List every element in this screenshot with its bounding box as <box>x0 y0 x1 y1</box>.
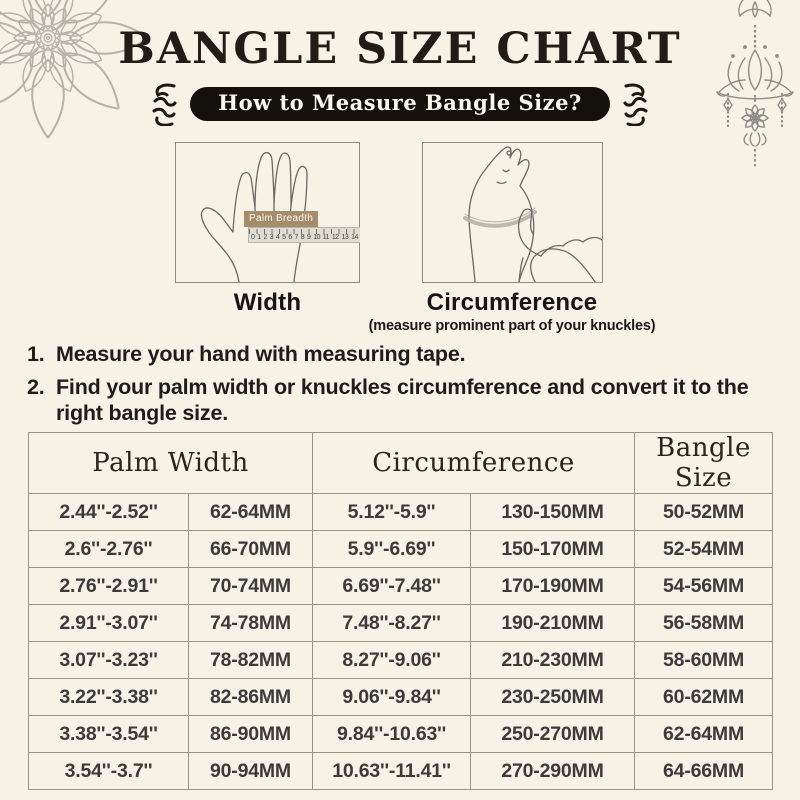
circumference-caption-title: Circumference <box>426 289 598 316</box>
ruler-number: 4 <box>275 234 280 241</box>
instruction-2: 2. Find your palm width or knuckles circ… <box>27 374 779 426</box>
ruler-ticks <box>249 229 360 234</box>
ruler-number: 7 <box>294 234 299 241</box>
table-cell: 64-66MM <box>634 752 774 790</box>
table-cell: 78-82MM <box>187 641 314 679</box>
table-cell: 3.07''-3.23'' <box>28 641 189 679</box>
instruction-2-text: Find your palm width or knuckles circumf… <box>56 375 749 426</box>
ruler-number: 3 <box>269 234 274 241</box>
table-row: 2.44''-2.52'' 62-64MM 5.12''-5.9'' 130-150M… <box>28 493 774 531</box>
ruler-number: 0 <box>251 234 255 241</box>
bangle-size-table: Palm Width Circumference Bangle Size 2.44'… <box>27 432 774 790</box>
circumference-note: (measure prominent part of your knuckles… <box>368 318 656 334</box>
ruler-number: 8 <box>300 234 305 241</box>
table-cell: 3.22''-3.38'' <box>28 678 189 716</box>
table-cell: 74-78MM <box>187 604 314 642</box>
ruler-number: 2 <box>263 234 267 241</box>
table-cell: 130-150MM <box>470 493 636 531</box>
width-caption: Width <box>233 289 302 316</box>
ruler-number: 1 <box>257 234 261 241</box>
flourish-right-icon <box>621 82 655 126</box>
instruction-1-text: Measure your hand with measuring tape. <box>56 342 466 366</box>
how-to-measure-badge: How to Measure Bangle Size? <box>190 86 610 122</box>
measuring-tape-ruler: 0 1 2 3 4 5 6 7 8 9 10 11 12 13 14 <box>248 227 360 243</box>
table-cell: 66-70MM <box>187 530 314 568</box>
table-row: 2.76''-2.91'' 70-74MM 6.69''-7.48'' 170-190… <box>28 567 774 605</box>
hand-knuckles-drawing <box>463 146 602 282</box>
table-cell: 90-94MM <box>187 752 314 790</box>
table-cell: 9.84''-10.63'' <box>312 715 472 753</box>
width-illustration: 0 1 2 3 4 5 6 7 8 9 10 11 12 13 14 Palm Breadth <box>175 142 360 283</box>
table-cell: 52-54MM <box>634 530 774 568</box>
table-cell: 270-290MM <box>470 752 636 790</box>
table-cell: 10.63''-11.41'' <box>312 752 472 790</box>
page-title: BANGLE SIZE CHART <box>118 24 682 74</box>
table-cell: 62-64MM <box>187 493 314 531</box>
table-cell: 82-86MM <box>187 678 314 716</box>
instructions: 1. Measure your hand with measuring tape… <box>27 341 779 434</box>
table-cell: 230-250MM <box>470 678 636 716</box>
palm-breadth-label: Palm Breadth <box>244 211 319 227</box>
ruler-number: 11 <box>322 234 330 241</box>
table-header-cell: Bangle Size <box>634 432 774 494</box>
ruler-number: 5 <box>282 234 286 241</box>
table-cell: 150-170MM <box>470 530 636 568</box>
table-cell: 86-90MM <box>187 715 314 753</box>
table-cell: 3.54''-3.7'' <box>28 752 189 790</box>
ruler-number: 12 <box>331 234 339 241</box>
table-cell: 2.6''-2.76'' <box>28 530 189 568</box>
ruler-number: 14 <box>351 234 358 241</box>
table-cell: 62-64MM <box>634 715 774 753</box>
table-cell: 5.12''-5.9'' <box>312 493 472 531</box>
badge-row: How to Measure Bangle Size? <box>0 82 800 126</box>
table-cell: 3.38''-3.54'' <box>28 715 189 753</box>
table-header-row: Palm Width Circumference Bangle Size <box>27 432 774 494</box>
table-cell: 70-74MM <box>187 567 314 605</box>
table-cell: 6.69''-7.48'' <box>312 567 472 605</box>
table-cell: 250-270MM <box>470 715 636 753</box>
ruler-number: 10 <box>313 234 320 241</box>
ruler-number: 13 <box>341 234 349 241</box>
table-cell: 60-62MM <box>634 678 774 716</box>
instruction-2-number: 2. <box>27 375 45 400</box>
flourish-left-icon <box>145 82 179 126</box>
table-cell: 8.27''-9.06'' <box>312 641 472 679</box>
table-row: 3.54''-3.7'' 90-94MM 10.63''-11.41'' 270-29… <box>28 752 774 790</box>
table-header-cell: Circumference <box>312 432 636 494</box>
circumference-caption: Circumference (measure prominent part of… <box>352 289 672 334</box>
instruction-1: 1. Measure your hand with measuring tape… <box>27 341 779 367</box>
table-cell: 9.06''-9.84'' <box>312 678 472 716</box>
table-cell: 54-56MM <box>634 567 774 605</box>
table-row: 2.91''-3.07'' 74-78MM 7.48''-8.27'' 190-210… <box>28 604 774 642</box>
ruler-number: 6 <box>288 234 292 241</box>
table-cell: 170-190MM <box>470 567 636 605</box>
table-header-cell: Palm Width <box>27 432 314 494</box>
table-row: 3.07''-3.23'' 78-82MM 8.27''-9.06'' 210-230… <box>28 641 774 679</box>
table-cell: 56-58MM <box>634 604 774 642</box>
table-row: 3.22''-3.38'' 82-86MM 9.06''-9.84'' 230-250… <box>28 678 774 716</box>
table-cell: 50-52MM <box>634 493 774 531</box>
table-row: 2.6''-2.76'' 66-70MM 5.9''-6.69'' 150-170MM… <box>28 530 774 568</box>
table-cell: 5.9''-6.69'' <box>312 530 472 568</box>
table-cell: 2.44''-2.52'' <box>28 493 189 531</box>
table-row: 3.38''-3.54'' 86-90MM 9.84''-10.63'' 250-27… <box>28 715 774 753</box>
ruler-numbers: 0 1 2 3 4 5 6 7 8 9 10 11 12 13 14 <box>249 234 360 242</box>
table-cell: 210-230MM <box>470 641 636 679</box>
table-cell: 2.76''-2.91'' <box>28 567 189 605</box>
table-cell: 58-60MM <box>634 641 774 679</box>
instruction-1-number: 1. <box>27 342 45 366</box>
table-cell: 7.48''-8.27'' <box>312 604 472 642</box>
table-cell: 2.91''-3.07'' <box>28 604 189 642</box>
table-cell: 190-210MM <box>470 604 636 642</box>
circumference-illustration <box>422 142 603 283</box>
ruler-number: 9 <box>306 234 311 241</box>
